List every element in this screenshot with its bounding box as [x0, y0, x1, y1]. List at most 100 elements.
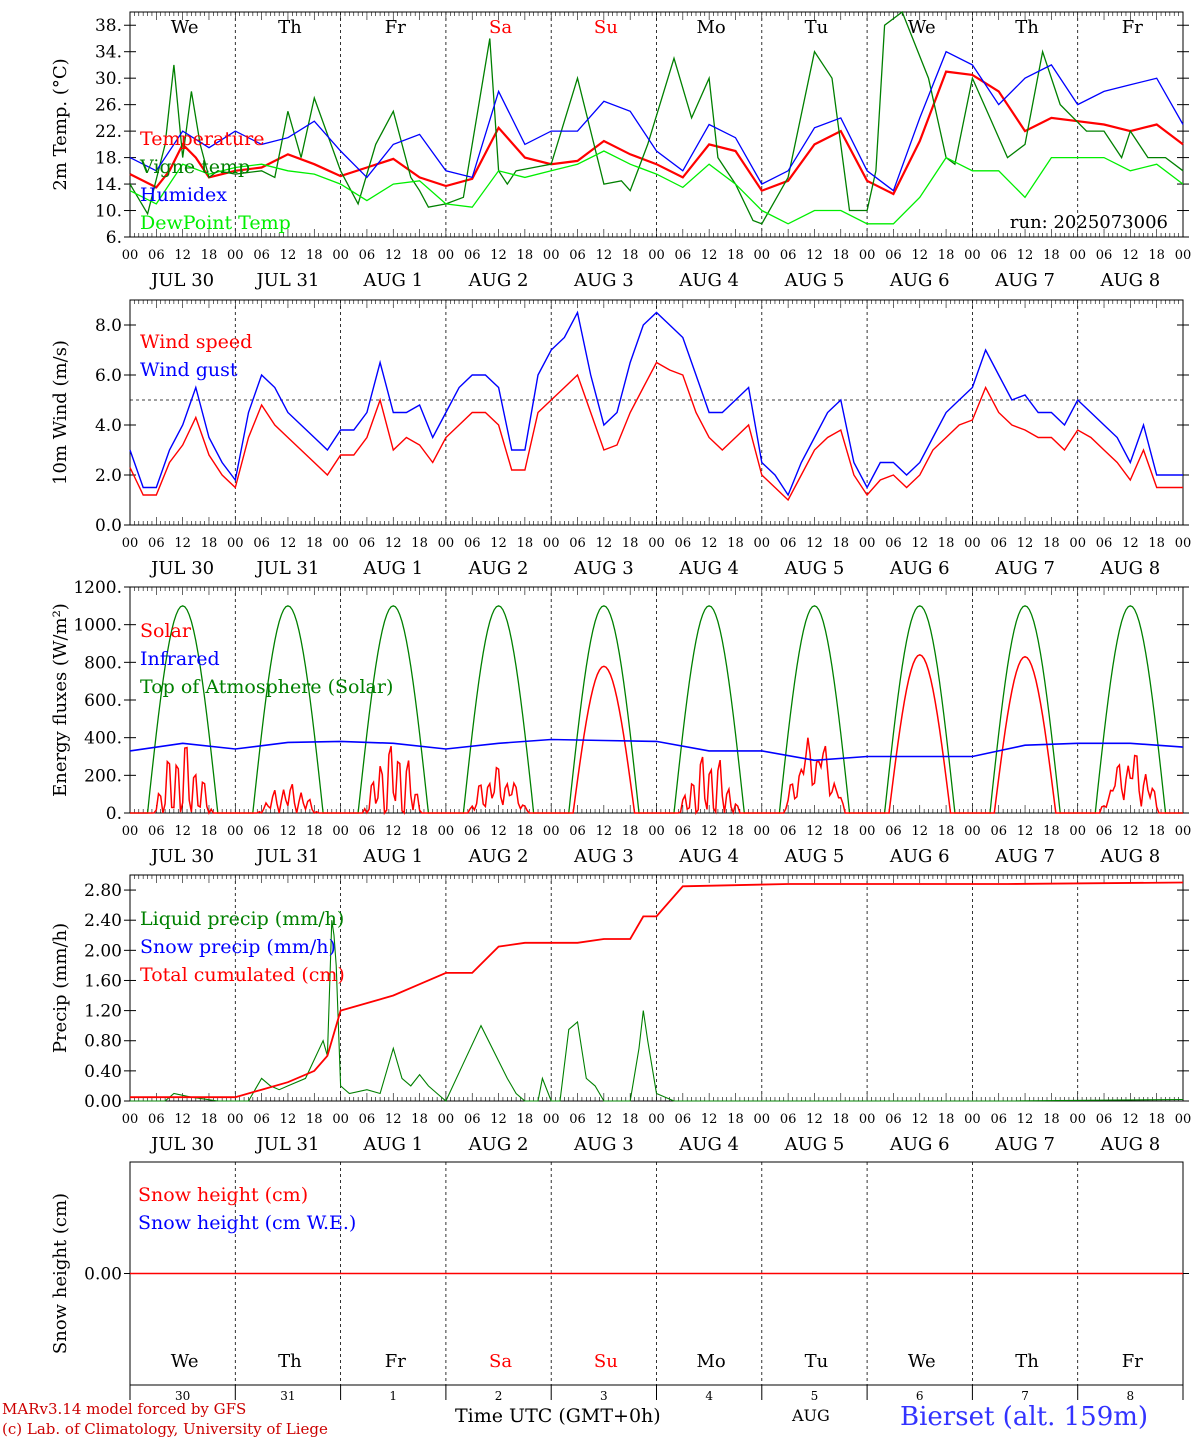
hour-tick-label: 12 [174, 1112, 191, 1127]
hour-tick-label: 12 [1122, 248, 1139, 263]
hour-tick-label: 06 [885, 1112, 902, 1127]
day-number-label: 31 [280, 1389, 295, 1403]
legend-entry: Temperature [140, 128, 264, 150]
hour-tick-label: 00 [122, 536, 139, 551]
day-number-label: 1 [389, 1389, 397, 1403]
hour-tick-label: 00 [438, 1112, 455, 1127]
hour-tick-label: 00 [438, 536, 455, 551]
hour-tick-label: 06 [464, 824, 481, 839]
y-tick-label: 4.0 [95, 416, 122, 436]
hour-tick-label: 18 [833, 1112, 850, 1127]
hour-tick-label: 12 [701, 248, 718, 263]
hour-tick-label: 00 [1175, 248, 1192, 263]
y-axis-label: 10m Wind (m/s) [50, 340, 71, 485]
hour-tick-label: 00 [648, 248, 665, 263]
y-axis-label: Energy fluxes (W/m²) [50, 603, 71, 797]
weekday-label: Fr [385, 1351, 406, 1372]
date-label: JUL 30 [149, 846, 214, 867]
hour-tick-label: 06 [885, 824, 902, 839]
hour-tick-label: 06 [253, 248, 270, 263]
hour-tick-label: 12 [806, 1112, 823, 1127]
day-number-label: 30 [175, 1389, 190, 1403]
legend-entry: Snow height (cm) [138, 1184, 308, 1206]
y-tick-label: 1000. [73, 616, 122, 636]
hour-tick-label: 12 [596, 1112, 613, 1127]
hour-tick-label: 18 [1043, 824, 1060, 839]
hour-tick-label: 06 [780, 248, 797, 263]
hour-tick-label: 00 [964, 248, 981, 263]
hour-tick-label: 18 [622, 824, 639, 839]
date-label: JUL 31 [254, 1134, 319, 1155]
series-line-temperature [129, 70, 1184, 196]
weekday-label: We [908, 17, 936, 38]
series-line-vigne-temp [129, 10, 1184, 225]
hour-tick-label: 18 [306, 536, 323, 551]
series-line-dewpoint-temp [129, 150, 1184, 225]
date-label: AUG 4 [678, 558, 739, 579]
y-axis-label: 2m Temp. (°C) [50, 58, 71, 190]
hour-tick-label: 06 [359, 1112, 376, 1127]
y-tick-label: 10. [95, 202, 122, 222]
hour-tick-label: 00 [332, 824, 349, 839]
y-tick-label: 800. [84, 653, 122, 673]
hour-tick-label: 00 [332, 536, 349, 551]
hour-tick-label: 06 [990, 824, 1007, 839]
hour-tick-label: 06 [464, 1112, 481, 1127]
hour-tick-label: 06 [1096, 248, 1113, 263]
hour-tick-label: 06 [253, 536, 270, 551]
hour-tick-label: 06 [1096, 1112, 1113, 1127]
hour-tick-label: 06 [569, 248, 586, 263]
hour-tick-label: 00 [859, 536, 876, 551]
hour-tick-label: 18 [411, 536, 428, 551]
hour-tick-label: 00 [122, 824, 139, 839]
weekday-label: Sa [489, 1351, 512, 1372]
day-number-label: 8 [1127, 1389, 1135, 1403]
legend-entry: Infrared [140, 648, 220, 670]
weekday-label: Tu [805, 17, 829, 38]
hour-tick-label: 06 [780, 1112, 797, 1127]
hour-tick-label: 18 [411, 248, 428, 263]
weekday-label: Mo [697, 17, 726, 38]
weekday-label: Th [278, 17, 302, 38]
hour-tick-label: 12 [911, 824, 928, 839]
date-label: AUG 2 [468, 1134, 529, 1155]
date-label: AUG 2 [468, 558, 529, 579]
hour-tick-label: 06 [780, 824, 797, 839]
legend-entry: Solar [140, 620, 192, 642]
date-label: AUG 5 [784, 270, 845, 291]
hour-tick-label: 12 [1017, 824, 1034, 839]
weekday-label: We [908, 1351, 936, 1372]
hour-tick-label: 18 [727, 1112, 744, 1127]
hour-tick-label: 00 [964, 1112, 981, 1127]
y-tick-label: 0.00 [84, 1092, 122, 1112]
hour-tick-label: 00 [543, 248, 560, 263]
hour-tick-label: 18 [938, 1112, 955, 1127]
date-label: AUG 7 [994, 846, 1055, 867]
hour-tick-label: 06 [148, 248, 165, 263]
weekday-label: Su [594, 1351, 618, 1372]
y-tick-label: 34. [95, 43, 122, 63]
legend-entry: Vigne temp [139, 156, 250, 178]
series-line-total-cumulated-cm- [130, 881, 1184, 1099]
hour-tick-label: 00 [648, 1112, 665, 1127]
date-label: AUG 4 [678, 1134, 739, 1155]
hour-tick-label: 06 [675, 1112, 692, 1127]
legend-entry: DewPoint Temp [140, 212, 291, 234]
date-label: AUG 5 [784, 846, 845, 867]
y-tick-label: 0.40 [84, 1062, 122, 1082]
hour-tick-label: 06 [885, 536, 902, 551]
y-axis-label: Snow height (cm) [50, 1193, 71, 1354]
hour-tick-label: 18 [938, 824, 955, 839]
date-label: AUG 8 [1099, 558, 1160, 579]
hour-tick-label: 12 [280, 824, 297, 839]
weekday-label: Th [1015, 1351, 1039, 1372]
hour-tick-label: 00 [1069, 248, 1086, 263]
hour-tick-label: 00 [1175, 824, 1192, 839]
hour-tick-label: 06 [675, 824, 692, 839]
series-line-solar [130, 653, 1183, 816]
hour-tick-label: 00 [648, 824, 665, 839]
hour-tick-label: 18 [517, 536, 534, 551]
date-label: AUG 5 [784, 558, 845, 579]
date-label: JUL 31 [254, 846, 319, 867]
